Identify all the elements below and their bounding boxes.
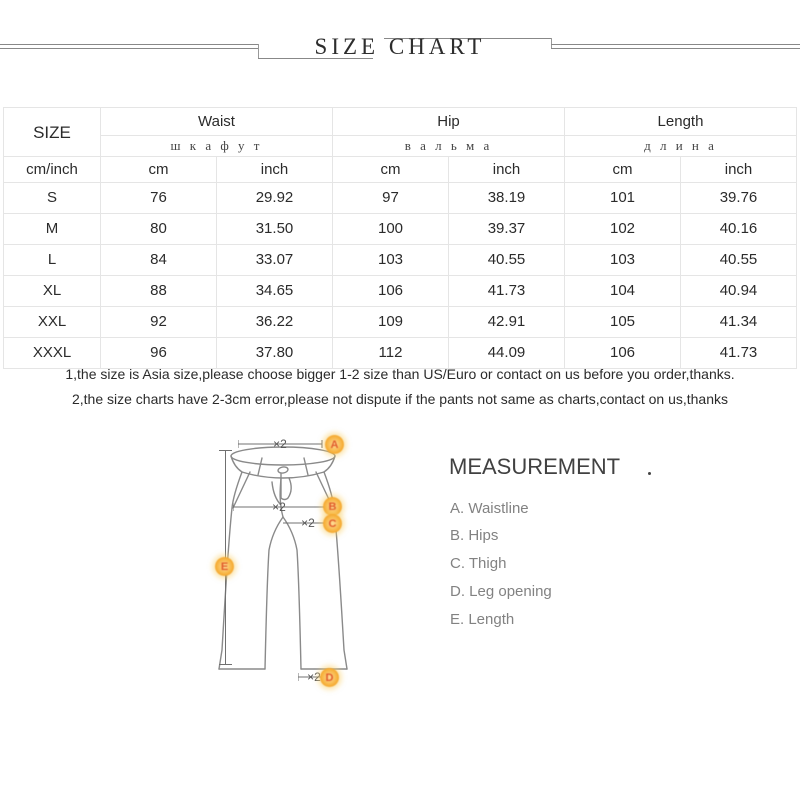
svg-text:×2: ×2	[301, 516, 315, 530]
svg-text:×2: ×2	[272, 500, 286, 514]
svg-text:×2: ×2	[273, 439, 287, 451]
